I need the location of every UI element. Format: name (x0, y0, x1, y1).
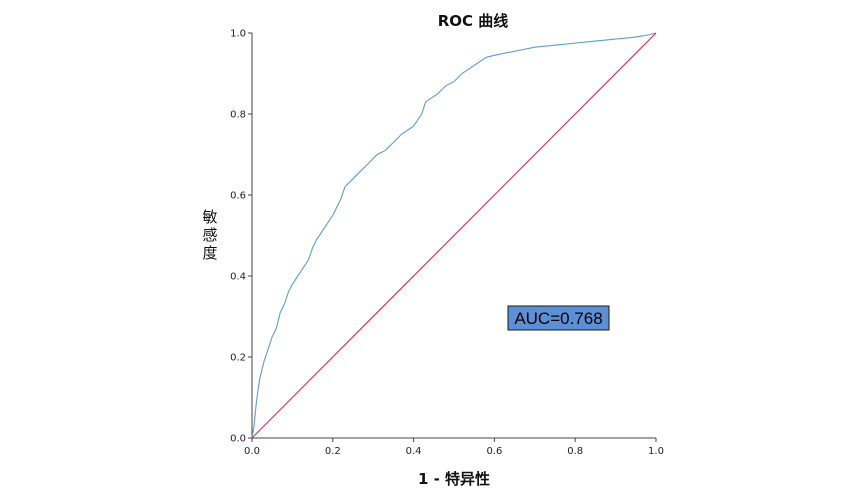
y-tick-label: 0.4 (230, 272, 246, 283)
x-tick-label: 0.0 (244, 446, 260, 457)
y-tick-label: 0.8 (230, 110, 246, 121)
x-axis-label: 1 - 特异性 (418, 470, 490, 488)
roc-curve-line (251, 32, 657, 439)
auc-label: AUC=0.768 (514, 309, 602, 328)
x-tick-label: 1.0 (648, 446, 664, 457)
chart-title: ROC 曲线 (438, 12, 509, 30)
y-tick-label: 0.2 (230, 353, 246, 364)
x-tick-label: 0.6 (486, 446, 502, 457)
y-tick-label: 0.0 (230, 434, 246, 445)
y-tick-label: 1.0 (230, 29, 246, 40)
auc-annotation: AUC=0.768 (507, 305, 610, 331)
y-axis-label: 敏感度 (202, 208, 217, 262)
plot-area: 0.0 0.2 0.4 0.6 0.8 1.0 0.0 0.2 0.4 0.6 0.8 1.0 (230, 29, 664, 458)
reference-diagonal-line (251, 32, 657, 439)
x-tick-label: 0.2 (325, 446, 341, 457)
x-tick-label: 0.8 (567, 446, 583, 457)
y-tick-label: 0.6 (230, 191, 246, 202)
x-tick-label: 0.4 (406, 446, 422, 457)
svg-text:敏感度: 敏感度 (202, 208, 217, 262)
auc-box (507, 305, 610, 331)
